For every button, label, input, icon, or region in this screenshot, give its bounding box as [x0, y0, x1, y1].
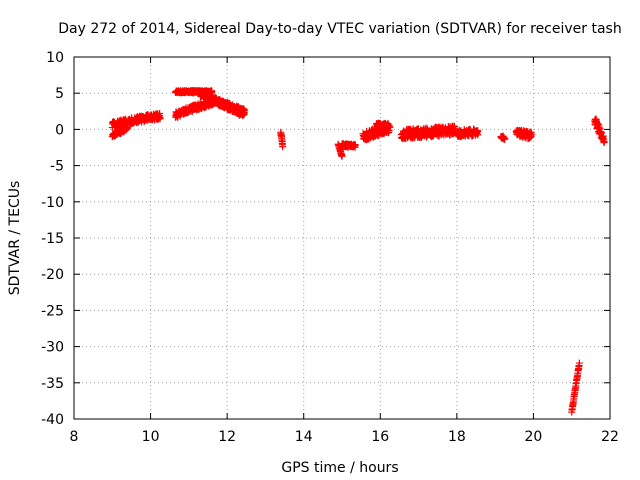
- data-point: [528, 131, 536, 139]
- x-tick-label: 10: [142, 429, 160, 445]
- x-tick-label: 8: [70, 429, 79, 445]
- x-tick-label: 18: [448, 429, 466, 445]
- data-point: [156, 115, 164, 123]
- data-point: [600, 138, 608, 146]
- x-tick-label: 20: [525, 429, 543, 445]
- data-point: [240, 106, 248, 114]
- data-point: [474, 131, 482, 139]
- y-tick-label: -25: [41, 303, 64, 319]
- chart-title: Day 272 of 2014, Sidereal Day-to-day VTE…: [58, 21, 621, 37]
- data-point: [384, 119, 392, 127]
- y-tick-label: 10: [46, 50, 64, 66]
- x-axis-label: GPS time / hours: [281, 460, 398, 476]
- y-tick-label: 5: [55, 86, 64, 102]
- grid: [74, 57, 610, 419]
- y-axis-label: SDTVAR / TECUs: [7, 181, 23, 296]
- data-point: [501, 135, 509, 143]
- data-point: [338, 152, 346, 160]
- x-tick-label: 14: [295, 429, 313, 445]
- y-tick-label: -15: [41, 231, 64, 247]
- y-tick-label: -10: [41, 195, 64, 211]
- y-tick-label: -30: [41, 340, 64, 356]
- x-tick-label: 12: [218, 429, 236, 445]
- x-tick-label: 16: [371, 429, 389, 445]
- data-point: [124, 123, 132, 131]
- data-points: [108, 87, 608, 416]
- y-tick-label: -20: [41, 267, 64, 283]
- axis-ticks: 8 10 12 14 16 18 20 22 10 5 0 -5 -10 -15 -20 -25 -30 -35 -…: [41, 50, 619, 445]
- y-tick-label: -5: [50, 159, 64, 175]
- data-point: [575, 359, 583, 367]
- y-tick-label: 0: [55, 122, 64, 138]
- data-point: [595, 123, 603, 131]
- data-point: [279, 143, 287, 151]
- y-tick-label: -35: [41, 376, 64, 392]
- x-tick-label: 22: [601, 429, 619, 445]
- data-point: [351, 141, 359, 149]
- y-tick-label: -40: [41, 412, 64, 428]
